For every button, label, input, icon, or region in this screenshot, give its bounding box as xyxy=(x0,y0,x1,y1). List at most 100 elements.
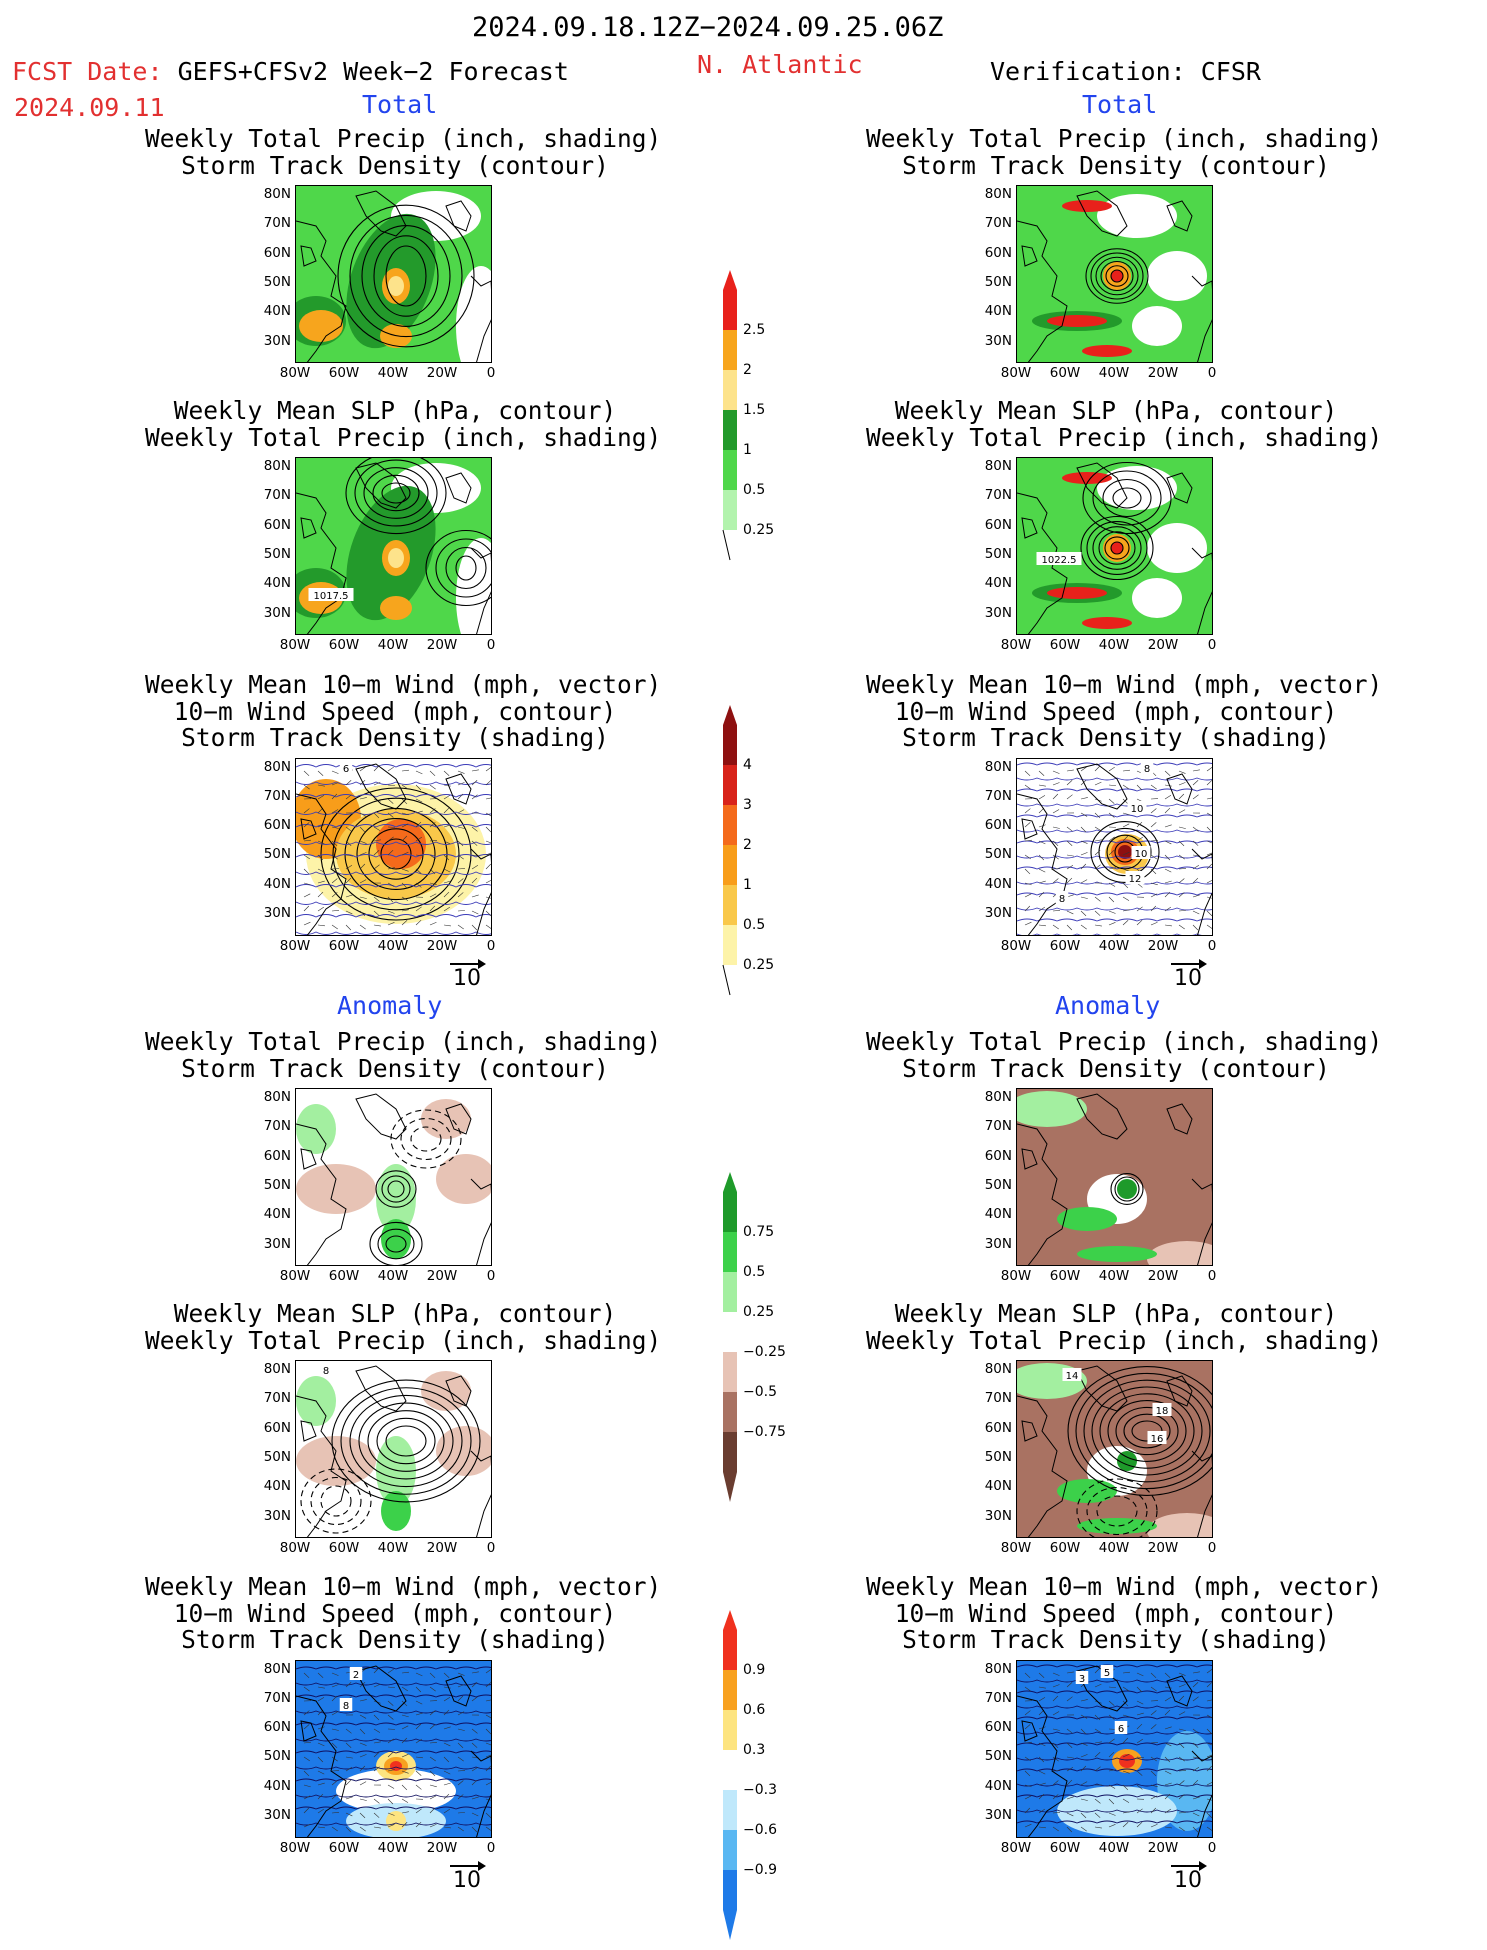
lon-label: 80W xyxy=(996,1268,1036,1284)
colorbar-precip-total-swatch xyxy=(723,330,737,370)
lat-label: 40N xyxy=(976,1206,1012,1222)
track-anom-core xyxy=(390,1761,402,1771)
colorbar-track-anom-label: 0.6 xyxy=(743,1702,765,1718)
colorbar-track-total-label: 1 xyxy=(743,877,752,893)
colorbar-track-anom-swatch xyxy=(723,1790,737,1830)
precip-max xyxy=(1047,315,1107,327)
wind-contour-label: 3 xyxy=(1076,1671,1089,1685)
lon-label: 40W xyxy=(373,365,413,381)
colorbar-precip-total-label: 1.5 xyxy=(743,402,765,418)
lat-label: 80N xyxy=(976,1361,1012,1377)
precip-anom-wet xyxy=(1057,1479,1117,1503)
lon-label: 0 xyxy=(471,938,511,954)
lon-label: 60W xyxy=(324,1540,364,1556)
lon-label: 80W xyxy=(275,1540,315,1556)
colorbar-track-total-swatch xyxy=(723,925,737,965)
track-anom-pos xyxy=(386,1811,406,1831)
ver-total-slp-precip-title: Weekly Mean SLP (hPa, contour) Weekly To… xyxy=(866,398,1366,451)
ver-anom-wind-track-title: Weekly Mean 10−m Wind (mph, vector) 10−m… xyxy=(866,1574,1366,1654)
lat-label: 60N xyxy=(976,1420,1012,1436)
lon-label: 60W xyxy=(324,365,364,381)
lat-label: 50N xyxy=(255,1748,291,1764)
lon-label: 60W xyxy=(324,1268,364,1284)
colorbar-precip-anom-label: −0.25 xyxy=(743,1344,786,1360)
colorbar-track-anom xyxy=(721,1610,739,1950)
lon-label: 20W xyxy=(1143,637,1183,653)
colorbar-track-total-swatch xyxy=(723,885,737,925)
precip-anom-dry xyxy=(296,1164,376,1214)
lat-label: 80N xyxy=(976,1089,1012,1105)
lat-label: 40N xyxy=(976,876,1012,892)
lat-label: 70N xyxy=(976,1390,1012,1406)
lon-label: 0 xyxy=(1192,938,1232,954)
lon-label: 40W xyxy=(373,1540,413,1556)
colorbar-precip-total-label: 2.5 xyxy=(743,322,765,338)
colorbar-track-anom-label: 0.9 xyxy=(743,1662,765,1678)
colorbar-track-total-swatch xyxy=(723,765,737,805)
lon-label: 40W xyxy=(373,938,413,954)
slp-contour-label-text: 1022.5 xyxy=(1042,555,1077,566)
fcst-anom-precip-track-title: Weekly Total Precip (inch, shading) Stor… xyxy=(145,1029,645,1082)
lon-label: 20W xyxy=(1143,1540,1183,1556)
wind-contour-label: 10 xyxy=(1132,846,1151,860)
lat-label: 30N xyxy=(976,905,1012,921)
vector-scale-label: 10 xyxy=(453,1868,481,1893)
lon-label: 40W xyxy=(1094,1268,1134,1284)
lat-label: 40N xyxy=(255,303,291,319)
fcst-total-slp-precip-title: Weekly Mean SLP (hPa, contour) Weekly To… xyxy=(145,398,645,451)
slp-contour-label: 1022.5 xyxy=(1037,552,1082,566)
lat-label: 60N xyxy=(255,517,291,533)
ver-total-wind-track-title: Weekly Mean 10−m Wind (mph, vector) 10−m… xyxy=(866,672,1366,752)
lat-label: 50N xyxy=(255,1449,291,1465)
colorbar-precip-anom-label: −0.75 xyxy=(743,1424,786,1440)
lat-label: 40N xyxy=(976,575,1012,591)
slp-contour-label-text: 8 xyxy=(323,1366,329,1377)
lat-label: 60N xyxy=(255,1148,291,1164)
wind-contour-label: 6 xyxy=(1115,1721,1128,1735)
lat-label: 30N xyxy=(976,333,1012,349)
lon-label: 80W xyxy=(275,637,315,653)
fcst-model: GEFS+CFSv2 Week−2 Forecast xyxy=(178,57,569,86)
lon-label: 80W xyxy=(996,1840,1036,1856)
precip-anom-wet xyxy=(381,1491,411,1531)
lat-label: 30N xyxy=(976,605,1012,621)
colorbar-precip-total-swatch xyxy=(723,290,737,330)
lat-label: 30N xyxy=(255,905,291,921)
lon-label: 80W xyxy=(996,1540,1036,1556)
wind-contour-label-text: 8 xyxy=(1144,764,1150,775)
section-total-left: Total xyxy=(362,90,437,119)
lon-label: 0 xyxy=(471,637,511,653)
vector-scale-arrow xyxy=(450,963,484,965)
dry-area xyxy=(1147,251,1207,301)
lon-label: 80W xyxy=(275,1268,315,1284)
lat-label: 50N xyxy=(255,274,291,290)
colorbar-precip-total xyxy=(721,270,739,570)
colorbar-precip-anom-label: 0.5 xyxy=(743,1264,765,1280)
section-anomaly-left: Anomaly xyxy=(337,991,442,1020)
colorbar-precip-anom-cap xyxy=(723,1172,737,1192)
ver-anom-slp-precip-title: Weekly Mean SLP (hPa, contour) Weekly To… xyxy=(866,1301,1366,1354)
colorbar-precip-anom-swatch xyxy=(723,1232,737,1272)
lat-label: 30N xyxy=(255,1508,291,1524)
colorbar-track-total-swatch xyxy=(723,845,737,885)
colorbar-precip-anom-swatch xyxy=(723,1312,737,1352)
lon-label: 40W xyxy=(373,1268,413,1284)
lat-label: 40N xyxy=(255,876,291,892)
slp-contour-label-text: 1017.5 xyxy=(314,591,349,602)
lon-label: 0 xyxy=(1192,365,1232,381)
lon-label: 0 xyxy=(471,1268,511,1284)
precip-max xyxy=(299,310,343,342)
lon-label: 20W xyxy=(1143,1268,1183,1284)
vector-scale-label: 10 xyxy=(1174,966,1202,991)
lat-label: 30N xyxy=(255,605,291,621)
fcst-total-wind-track-title: Weekly Mean 10−m Wind (mph, vector) 10−m… xyxy=(145,672,645,752)
ver-total-precip-track-title: Weekly Total Precip (inch, shading) Stor… xyxy=(866,126,1366,179)
colorbar-track-anom-label: −0.3 xyxy=(743,1782,777,1798)
slp-contour-label: 18 xyxy=(1153,1403,1172,1417)
colorbar-precip-total-swatch xyxy=(723,450,737,490)
section-anomaly-right: Anomaly xyxy=(1055,991,1160,1020)
lat-label: 30N xyxy=(976,1236,1012,1252)
fcst-total-wind-track-map: 6 xyxy=(295,758,492,936)
